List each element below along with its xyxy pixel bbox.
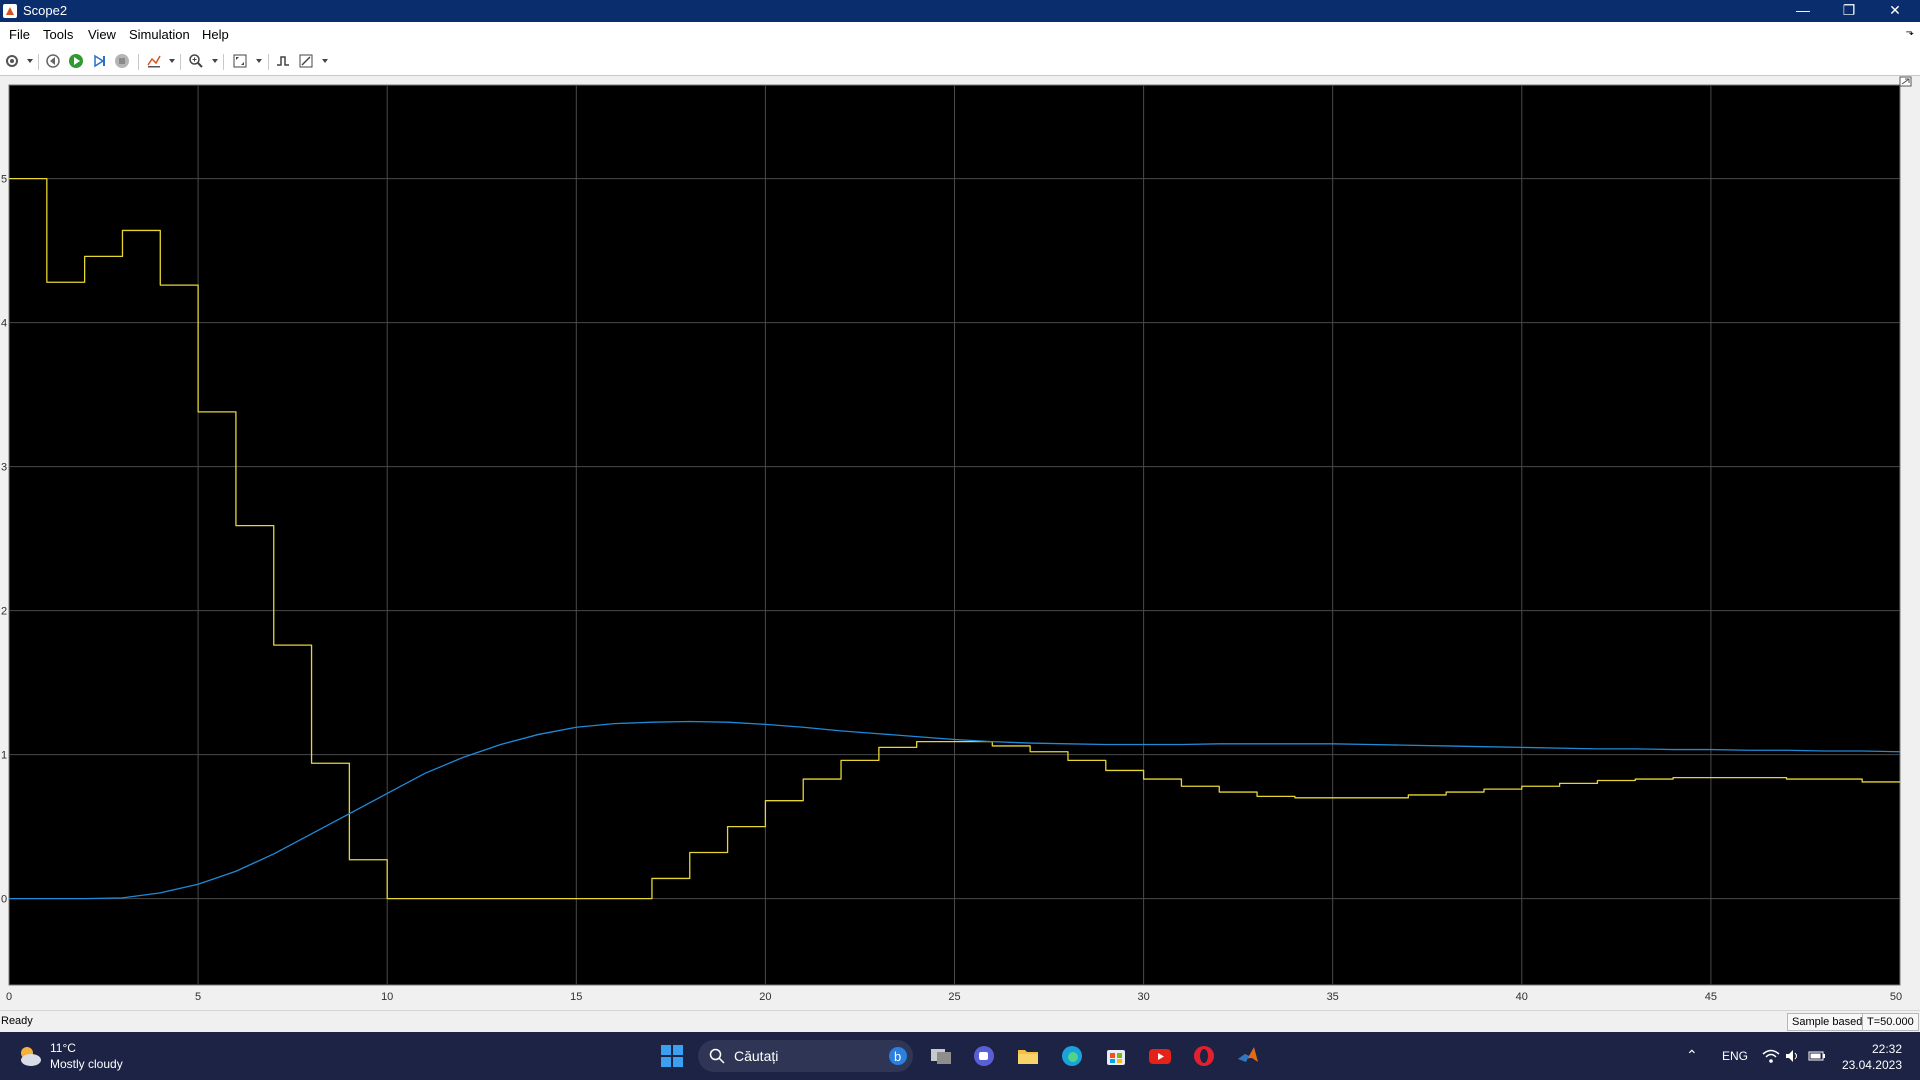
y-tick-label: 0 xyxy=(1,894,7,906)
file-explorer-icon[interactable] xyxy=(1016,1044,1040,1068)
status-text: Ready xyxy=(1,1015,33,1027)
menu-help[interactable]: Help xyxy=(202,27,229,42)
store-icon[interactable] xyxy=(1104,1044,1128,1068)
x-tick-label: 30 xyxy=(1137,991,1149,1003)
step-forward-icon[interactable] xyxy=(90,52,108,70)
series-lines xyxy=(9,177,1901,900)
battery-icon[interactable] xyxy=(1808,1047,1826,1065)
x-tick-label: 0 xyxy=(6,991,12,1003)
series-line-stairs xyxy=(9,177,1900,900)
y-tick-label: 5 xyxy=(1,174,7,186)
menu-simulation[interactable]: Simulation xyxy=(129,27,190,42)
x-tick-label: 25 xyxy=(948,991,960,1003)
highlight-dropdown-icon[interactable] xyxy=(169,59,175,63)
scope-plot-area: 0 5 10 15 20 25 30 35 40 45 50 0 1 2 3 4 5 xyxy=(0,76,1920,1010)
tray-chevron-icon[interactable]: ⌃ xyxy=(1686,1047,1698,1063)
x-tick-label: 40 xyxy=(1516,991,1528,1003)
search-placeholder: Căutați xyxy=(734,1048,779,1064)
restore-button[interactable]: ❐ xyxy=(1842,2,1856,18)
separator xyxy=(268,54,269,70)
edge-icon[interactable] xyxy=(1060,1044,1084,1068)
y-tick-label: 1 xyxy=(1,750,7,762)
youtube-icon[interactable] xyxy=(1148,1044,1172,1068)
window-title: Scope2 xyxy=(23,3,68,18)
weather-description[interactable]: Mostly cloudy xyxy=(50,1057,123,1071)
wifi-icon[interactable] xyxy=(1762,1047,1780,1065)
clock-date[interactable]: 23.04.2023 xyxy=(1841,1058,1902,1072)
separator xyxy=(38,54,39,70)
windows-start-icon[interactable] xyxy=(660,1044,684,1068)
stop-icon[interactable] xyxy=(113,52,131,70)
teams-icon[interactable] xyxy=(972,1044,996,1068)
x-tick-label: 5 xyxy=(195,991,201,1003)
settings-dropdown-icon[interactable] xyxy=(27,59,33,63)
triggers-icon[interactable] xyxy=(274,52,292,70)
style-icon[interactable] xyxy=(297,52,315,70)
axes-undock-icon[interactable] xyxy=(1899,76,1912,87)
time-indicator: T=50.000 xyxy=(1862,1013,1919,1031)
x-tick-label: 20 xyxy=(759,991,771,1003)
close-button[interactable]: ✕ xyxy=(1889,2,1901,18)
svg-text:b: b xyxy=(894,1049,901,1064)
weather-icon[interactable] xyxy=(16,1044,41,1068)
step-back-icon[interactable] xyxy=(44,52,62,70)
bing-icon[interactable]: b xyxy=(888,1046,908,1066)
matlab-app-icon xyxy=(3,4,17,18)
y-tick-label: 4 xyxy=(1,318,7,330)
weather-temperature[interactable]: 11°C xyxy=(50,1041,76,1055)
settings-icon[interactable] xyxy=(3,52,21,70)
separator xyxy=(180,54,181,70)
sample-mode-indicator: Sample based xyxy=(1787,1013,1868,1031)
taskbar-search[interactable]: Căutați b xyxy=(698,1040,913,1072)
x-tick-label: 10 xyxy=(381,991,393,1003)
opera-icon[interactable] xyxy=(1192,1044,1216,1068)
autoscale-dropdown-icon[interactable] xyxy=(256,59,262,63)
menu-tools[interactable]: Tools xyxy=(43,27,74,42)
status-bar: Ready Sample based T=50.000 xyxy=(0,1010,1920,1033)
toolbar xyxy=(0,47,1920,76)
separator xyxy=(138,54,139,70)
matlab-icon[interactable] xyxy=(1236,1044,1260,1068)
autoscale-icon[interactable] xyxy=(231,52,249,70)
minimize-button[interactable]: — xyxy=(1796,2,1810,18)
run-icon[interactable] xyxy=(67,52,85,70)
zoom-dropdown-icon[interactable] xyxy=(212,59,218,63)
dock-icon[interactable]: ⬎ xyxy=(1905,27,1914,38)
search-icon xyxy=(709,1048,725,1064)
menu-view[interactable]: View xyxy=(88,27,116,42)
separator xyxy=(223,54,224,70)
x-tick-label: 50 xyxy=(1890,991,1902,1003)
y-tick-label: 2 xyxy=(1,606,7,618)
style-dropdown-icon[interactable] xyxy=(322,59,328,63)
menu-bar: File Tools View Simulation Help ⬎ xyxy=(0,22,1920,47)
menu-file[interactable]: File xyxy=(9,27,30,42)
grid-lines xyxy=(9,85,1900,985)
highlight-icon[interactable] xyxy=(145,52,163,70)
task-view-icon[interactable] xyxy=(929,1044,953,1068)
language-indicator[interactable]: ENG xyxy=(1722,1049,1749,1063)
title-bar: Scope2 — ❐ ✕ xyxy=(0,0,1920,22)
y-tick-label: 3 xyxy=(1,462,7,474)
x-tick-label: 15 xyxy=(570,991,582,1003)
x-tick-label: 35 xyxy=(1327,991,1339,1003)
volume-icon[interactable] xyxy=(1784,1047,1802,1065)
windows-taskbar: 11°C Mostly cloudy Căutați b ⌃ ENG 22:3 xyxy=(0,1032,1920,1080)
zoom-icon[interactable] xyxy=(187,52,205,70)
series-line-smooth xyxy=(9,720,1901,900)
x-tick-label: 45 xyxy=(1705,991,1717,1003)
clock-time[interactable]: 22:32 xyxy=(1871,1042,1902,1056)
